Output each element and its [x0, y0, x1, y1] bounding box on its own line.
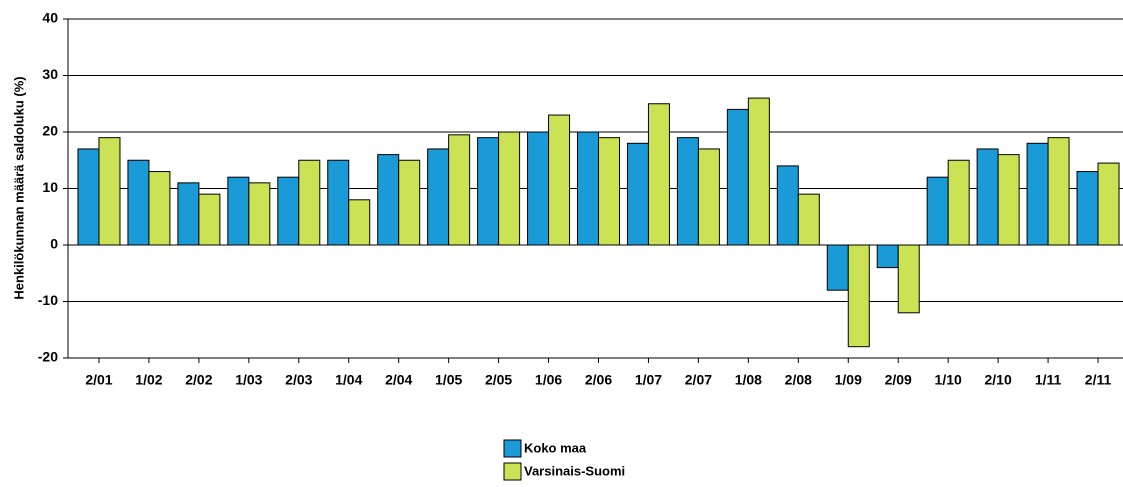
x-tick-label: 2/09	[885, 372, 912, 388]
bar	[277, 176, 300, 246]
bar	[198, 193, 221, 246]
x-tick-label: 2/07	[685, 372, 712, 388]
x-tick-label: 1/09	[835, 372, 862, 388]
x-tick-label: 1/03	[235, 372, 262, 388]
bar	[548, 114, 571, 246]
bar	[676, 137, 699, 246]
bar	[997, 154, 1020, 246]
y-tick-label: 0	[50, 236, 58, 252]
bar	[227, 176, 250, 246]
bar	[298, 159, 321, 246]
bar	[947, 159, 970, 246]
bar	[876, 244, 899, 269]
bar	[976, 148, 999, 246]
bar	[1047, 137, 1070, 246]
x-tick-label: 2/06	[585, 372, 612, 388]
bar	[626, 142, 649, 246]
bar	[498, 131, 521, 246]
y-tick-label: 40	[42, 10, 58, 26]
x-tick-label: 1/08	[735, 372, 762, 388]
bar	[1076, 171, 1099, 246]
bar	[448, 134, 471, 246]
bar	[127, 159, 150, 246]
x-tick-label: 1/02	[135, 372, 162, 388]
bar	[926, 176, 949, 246]
y-tick-label: -10	[38, 292, 58, 308]
bar	[726, 108, 749, 246]
bar	[747, 97, 770, 246]
y-tick-label: 20	[42, 123, 58, 139]
x-tick-label: 1/06	[535, 372, 562, 388]
y-tick-label: 30	[42, 66, 58, 82]
x-tick-label: 2/08	[785, 372, 812, 388]
bar	[477, 137, 500, 246]
bar	[427, 148, 450, 246]
y-tick-label: 10	[42, 179, 58, 195]
bar	[98, 137, 121, 246]
bar	[1097, 162, 1120, 246]
x-tick-label: 1/07	[635, 372, 662, 388]
bar	[897, 244, 920, 314]
legend-swatch	[503, 439, 522, 458]
bar	[697, 148, 720, 246]
bar	[348, 199, 371, 246]
y-axis-label: Henkilökunnan määrä saldoluku (%)	[11, 76, 26, 299]
x-tick-label: 1/04	[335, 372, 362, 388]
bar	[77, 148, 100, 246]
bar	[797, 193, 820, 246]
bar	[377, 154, 400, 246]
x-tick-label: 2/03	[285, 372, 312, 388]
x-tick-label: 2/04	[385, 372, 412, 388]
x-tick-label: 2/11	[1085, 372, 1112, 388]
x-tick-label: 2/10	[984, 372, 1011, 388]
x-tick-label: 2/01	[85, 372, 112, 388]
x-tick-label: 2/05	[485, 372, 512, 388]
x-tick-label: 1/10	[935, 372, 962, 388]
bar	[826, 244, 849, 291]
bar	[847, 244, 870, 348]
x-tick-label: 1/11	[1035, 372, 1062, 388]
bar	[776, 165, 799, 246]
bar	[177, 182, 200, 246]
x-tick-label: 1/05	[435, 372, 462, 388]
bar	[398, 159, 421, 246]
bar	[647, 103, 670, 246]
x-tick-label: 2/02	[185, 372, 212, 388]
bar	[577, 131, 599, 246]
bar	[598, 137, 620, 246]
bar	[248, 182, 271, 246]
bar	[327, 159, 350, 246]
bar	[148, 171, 171, 246]
legend-swatch	[503, 462, 522, 481]
bar	[527, 131, 550, 246]
legend-label: Varsinais-Suomi	[524, 463, 625, 478]
y-tick-label: -20	[38, 349, 58, 365]
legend-label: Koko maa	[524, 440, 587, 455]
bar	[1026, 142, 1049, 246]
